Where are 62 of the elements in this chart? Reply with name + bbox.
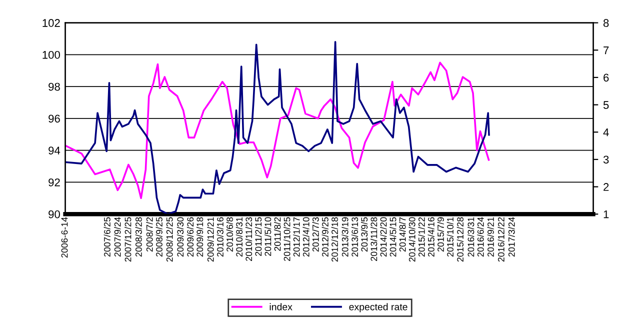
- x-tick-label: 2011/5/10: [264, 217, 272, 256]
- x-tick-label: 2008/9/25: [156, 217, 162, 257]
- y-tick-label: 98: [48, 82, 60, 91]
- x-tick-label: 2016/12/22: [498, 217, 504, 262]
- x-tick-label: 2013/6/13: [351, 217, 358, 257]
- y-tick-label: 94: [48, 146, 60, 154]
- x-tick-label: 2006-6-14: [61, 217, 68, 258]
- x-tick-label: 2015/4/16: [428, 217, 434, 257]
- x-tick-label: 2012/7/3: [312, 217, 319, 252]
- x-tick-label: 2016/3/31: [468, 217, 474, 257]
- x-tick-label: 2016/6/24: [477, 217, 484, 257]
- x-tick-label: 2011/2/15: [254, 217, 262, 256]
- x-tick-label: 2015/1/22: [418, 217, 425, 257]
- x-tick-label: 2008/3/28: [135, 217, 142, 257]
- line-series: [65, 62, 490, 200]
- x-tick-label: 2007/12/25: [124, 217, 132, 262]
- x-tick-label: 2009/6/26: [186, 217, 194, 257]
- x-tick-label: 2016/9/21: [487, 217, 494, 257]
- x-tick-label: 2014/8/7: [399, 217, 406, 252]
- y2-tick-label: 6: [604, 74, 609, 82]
- y2-tick-label: 2: [604, 183, 609, 191]
- x-tick-label: 2012/9/25: [322, 217, 328, 257]
- y2-tick-label: 5: [603, 101, 609, 109]
- x-tick-label: 2013/3/19: [342, 217, 348, 257]
- y-tick-label: 100: [42, 50, 60, 59]
- y2-tick-label: 1: [604, 210, 609, 218]
- x-tick-label: 2011/10/25: [284, 217, 290, 261]
- y-tick-label: 92: [48, 178, 60, 186]
- x-tick-label: 2013/9/5: [360, 217, 368, 252]
- x-tick-label: 2007/6/25: [104, 217, 110, 257]
- x-tick-label: 2014/5/15: [390, 217, 396, 257]
- x-tick-label: 2008/7/2: [146, 217, 153, 252]
- x-tick-label: 2008/12/25: [166, 217, 173, 262]
- x-tick-label: 2010/11/23: [245, 217, 252, 261]
- x-tick-label: 2017/3/24: [508, 217, 515, 257]
- line-series: [65, 41, 490, 214]
- y2-tick-label: 4: [603, 128, 609, 136]
- x-tick-label: 2012/4/10: [302, 217, 310, 257]
- x-tick-label: 2011/8/2: [274, 217, 281, 251]
- x-tick-label: 2009/3/30: [176, 217, 184, 257]
- x-tick-label: 2013/11/28: [370, 217, 378, 261]
- x-tick-label: 2010/3/16: [216, 217, 224, 257]
- x-tick-label: 2009/12/21: [207, 217, 214, 262]
- y2-tick-label: 7: [604, 46, 609, 54]
- y-tick-label: 102: [42, 19, 60, 27]
- x-tick-label: 2015/7/9: [437, 217, 444, 252]
- y2-tick-label: 8: [603, 19, 609, 27]
- x-tick-label: 2010/6/8: [226, 217, 233, 252]
- x-tick-label: 2015/10/1: [446, 217, 454, 257]
- x-tick-label: 2015/12/28: [456, 217, 464, 262]
- x-tick-label: 2009/9/18: [196, 217, 204, 257]
- x-tick-label: 2012/12/18: [331, 217, 338, 262]
- x-tick-label: 2012/1/17: [293, 217, 300, 257]
- x-tick-label: 2007/9/24: [114, 217, 121, 257]
- x-tick-label: 2014/10/30: [408, 217, 416, 262]
- x-tick-label: 2010/8/31: [236, 217, 243, 257]
- legend-label: index: [270, 303, 292, 310]
- y-tick-label: 90: [48, 210, 60, 218]
- y2-tick-label: 3: [603, 156, 609, 164]
- legend-label: expected rate: [349, 303, 408, 312]
- y-tick-label: 96: [48, 114, 60, 123]
- x-tick-label: 2014/2/20: [380, 217, 387, 257]
